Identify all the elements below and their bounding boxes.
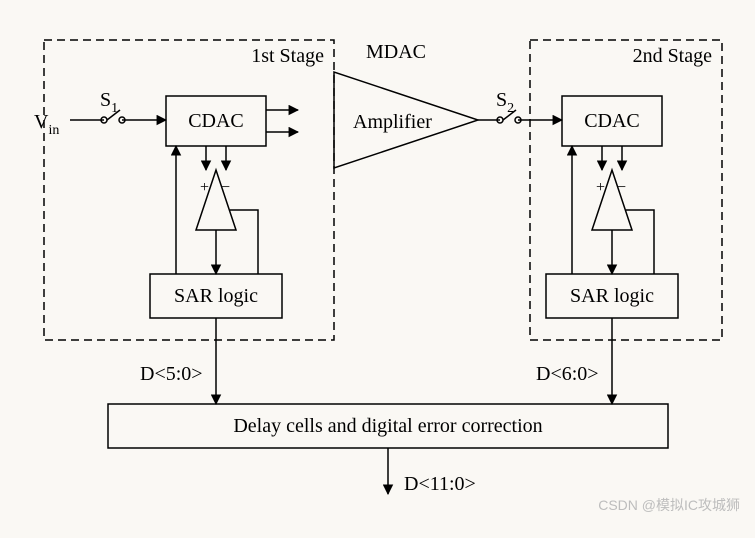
d60-label: D<6:0> <box>536 363 599 385</box>
d50-label: D<5:0> <box>140 363 203 385</box>
comp1-minus: − <box>221 179 230 196</box>
s2-label: S2 <box>496 89 514 116</box>
watermark: CSDN @模拟IC攻城狮 <box>598 497 740 513</box>
mdac-label: MDAC <box>366 41 426 63</box>
sar2-label: SAR logic <box>570 285 654 307</box>
vin-label: Vin <box>34 111 59 138</box>
comp2-plus: + <box>596 179 605 196</box>
amplifier-label: Amplifier <box>353 111 432 133</box>
d110-label: D<11:0> <box>404 473 476 495</box>
s1-label: S1 <box>100 89 118 116</box>
comp2-minus: − <box>617 179 626 196</box>
delay-label: Delay cells and digital error correction <box>233 415 542 437</box>
cdac1-label: CDAC <box>188 110 244 132</box>
stage1-title: 1st Stage <box>251 45 324 67</box>
comp1-plus: + <box>200 179 209 196</box>
cdac2-label: CDAC <box>584 110 640 132</box>
sar1-label: SAR logic <box>174 285 258 307</box>
stage2-title: 2nd Stage <box>633 45 713 67</box>
